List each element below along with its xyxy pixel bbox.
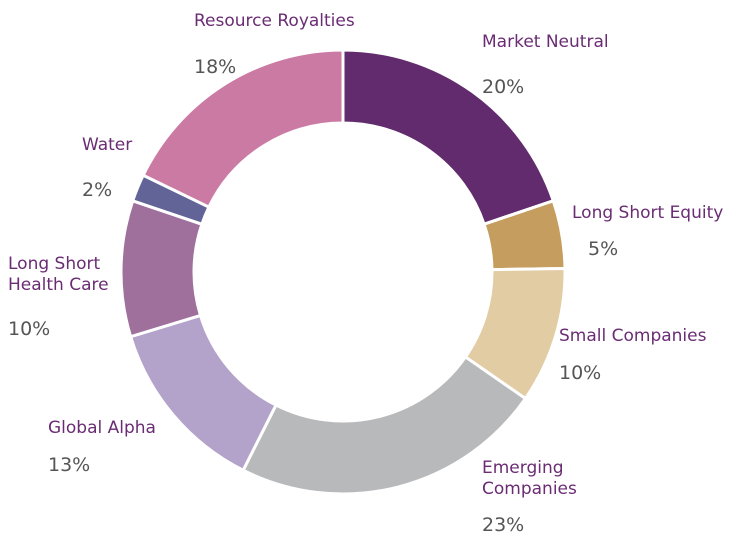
segment-label: Small Companies [559,326,707,346]
segment-label: Market Neutral [482,32,609,52]
donut-segment [241,354,528,496]
value-label: 20% [482,76,525,98]
value-label: 10% [8,318,51,340]
value-label: 13% [48,454,91,476]
value-label: 5% [588,238,619,260]
value-label: 2% [82,179,113,201]
value-label: 18% [194,56,237,78]
segment-label: Long Short Equity [572,203,724,223]
value-label: 23% [482,514,525,536]
segment-label: Resource Royalties [194,11,355,31]
donut-segment [141,48,345,210]
segment-label: Global Alpha [48,418,156,438]
donut-segment [128,313,278,473]
segment-label: Long Short Health Care [8,254,109,295]
segment-label: Water [82,135,133,155]
value-label: 10% [559,362,602,384]
segment-label: Emerging Companies [482,458,577,499]
